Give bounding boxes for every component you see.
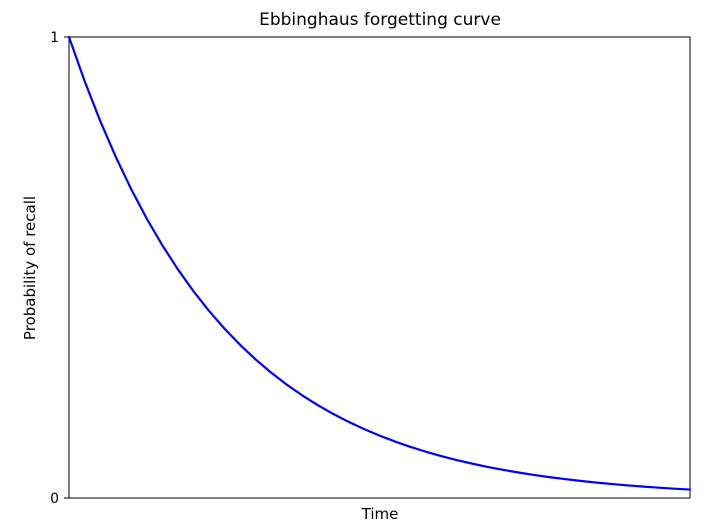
plot-area xyxy=(68,36,691,499)
y-axis-ticks: 01 xyxy=(50,30,69,507)
y-tick-label: 1 xyxy=(50,30,59,46)
chart-title: Ebbinghaus forgetting curve xyxy=(259,10,501,30)
series-line xyxy=(67,35,692,491)
y-axis-label: Probability of recall xyxy=(21,196,39,340)
x-axis-label: Time xyxy=(361,505,399,523)
y-tick-label: 0 xyxy=(50,491,59,507)
